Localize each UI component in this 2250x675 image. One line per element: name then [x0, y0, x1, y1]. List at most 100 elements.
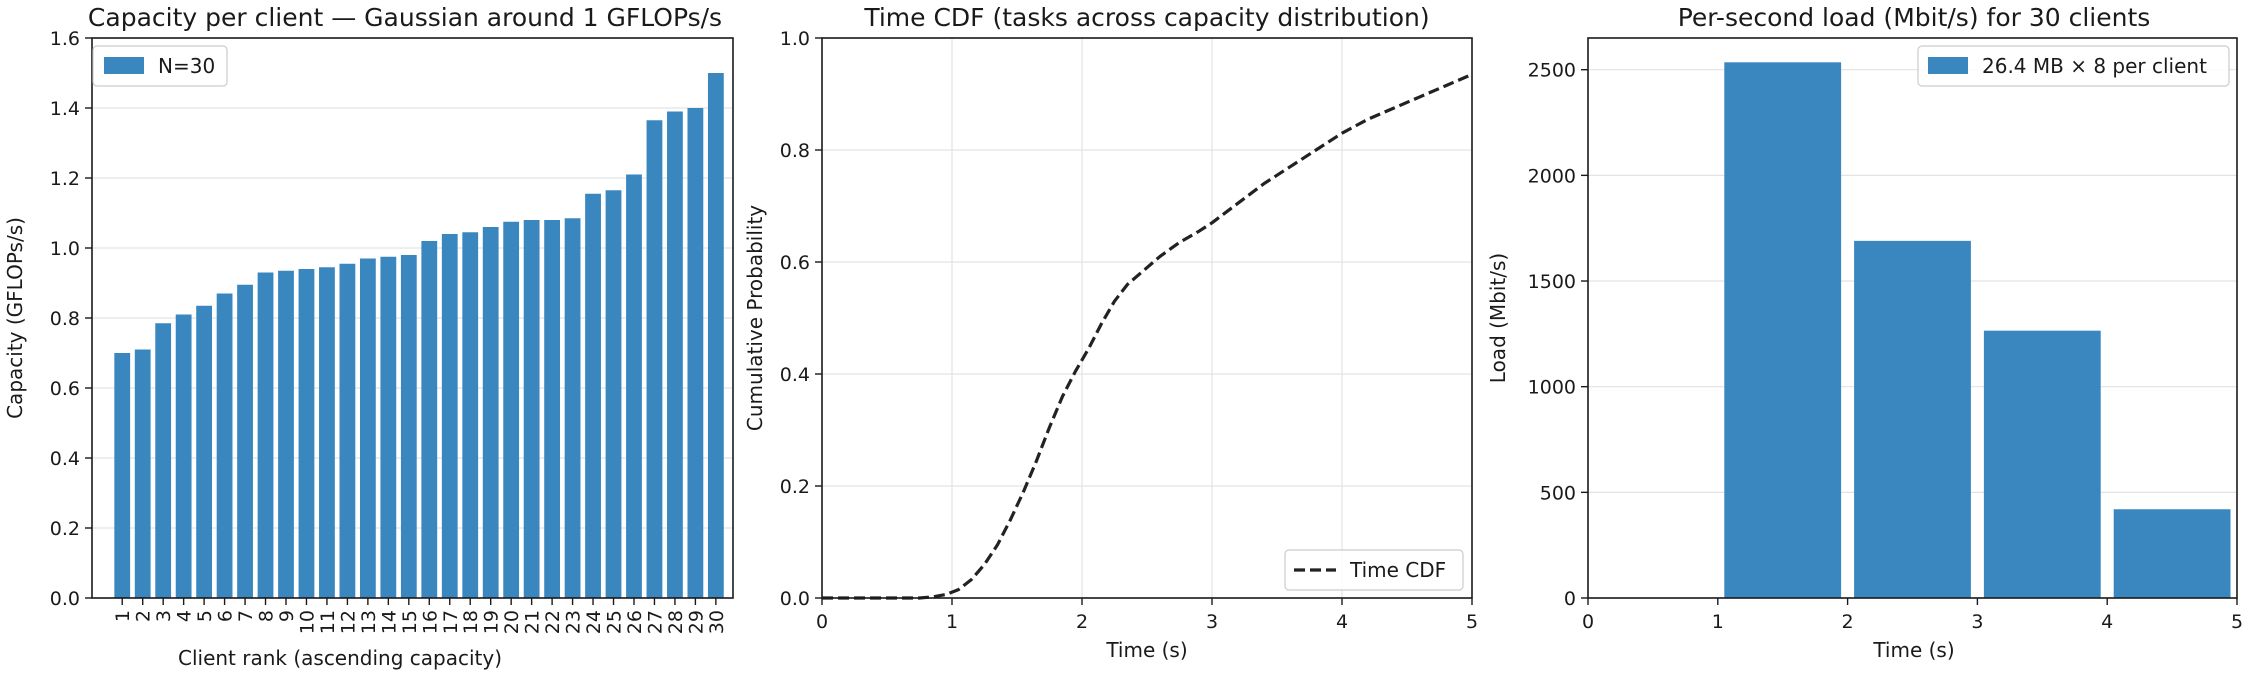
- capacity-chart-ylabel: Capacity (GFLOPs/s): [3, 217, 27, 419]
- capacity-bar: [237, 284, 253, 598]
- capacity-bar: [298, 269, 315, 598]
- capacity-bar: [544, 220, 561, 598]
- capacity-legend: N=30: [92, 45, 228, 87]
- capacity-bar: [441, 234, 458, 598]
- cdf-legend-box: [1284, 549, 1464, 591]
- load-xtick-label: 0: [1582, 611, 1594, 633]
- capacity-legend-box: [92, 45, 228, 87]
- cdf-xtick-label: 5: [1466, 611, 1478, 633]
- capacity-xtick-label: 4: [174, 610, 196, 622]
- capacity-bar: [196, 305, 213, 598]
- capacity-bar: [216, 293, 233, 598]
- capacity-ytick-label: 0.2: [50, 518, 80, 540]
- capacity-bar: [155, 323, 172, 598]
- capacity-xtick-label: 6: [215, 610, 237, 622]
- cdf-ytick-label: 0.6: [780, 252, 810, 274]
- capacity-ytick-label: 0.6: [50, 378, 80, 400]
- capacity-bar: [626, 174, 642, 598]
- load-legend-box: [1917, 45, 2230, 87]
- capacity-ytick-label: 1.6: [50, 28, 80, 50]
- capacity-bar: [359, 258, 376, 598]
- capacity-xtick-label: 15: [399, 610, 421, 634]
- load-ytick-label: 2500: [1528, 60, 1576, 82]
- capacity-ytick-label: 0.4: [50, 448, 80, 470]
- capacity-bar: [462, 232, 479, 598]
- capacity-xtick-label: 26: [624, 610, 646, 634]
- capacity-xtick-label: 17: [440, 610, 462, 634]
- load-xtick-label: 2: [1842, 611, 1854, 633]
- load-legend: 26.4 MB × 8 per client: [1917, 45, 2230, 87]
- load-bar: [2113, 509, 2231, 598]
- time-cdf-chart-title: Time CDF (tasks across capacity distribu…: [863, 3, 1429, 32]
- capacity-bar: [257, 272, 274, 598]
- load-legend-label: 26.4 MB × 8 per client: [1982, 54, 2207, 78]
- capacity-bar: [482, 227, 499, 598]
- cdf-legend-label: Time CDF: [1349, 558, 1446, 582]
- capacity-xtick-label: 23: [563, 610, 585, 634]
- capacity-xtick-label: 16: [419, 610, 441, 634]
- capacity-bar: [175, 314, 192, 598]
- capacity-xtick-label: 13: [358, 610, 380, 634]
- load-chart: Per-second load (Mbit/s) for 30 clients …: [1486, 3, 2243, 662]
- capacity-xtick-label: 14: [378, 610, 400, 634]
- load-chart-ylabel: Load (Mbit/s): [1486, 253, 1510, 383]
- load-bar: [1854, 240, 1971, 598]
- capacity-bar: [421, 241, 438, 598]
- load-chart-title: Per-second load (Mbit/s) for 30 clients: [1678, 3, 2151, 32]
- cdf-xtick-label: 2: [1076, 611, 1088, 633]
- cdf-xtick-label: 0: [816, 611, 828, 633]
- time-cdf-chart: Time CDF (tasks across capacity distribu…: [743, 3, 1478, 662]
- capacity-bar: [319, 267, 335, 598]
- capacity-xtick-label: 18: [460, 610, 482, 634]
- cdf-ytick-label: 0.8: [780, 140, 810, 162]
- load-xtick-label: 3: [1971, 611, 1983, 633]
- capacity-bar: [523, 220, 540, 598]
- capacity-xtick-label: 25: [604, 610, 626, 634]
- capacity-xtick-label: 10: [296, 610, 318, 634]
- capacity-bar: [380, 256, 397, 598]
- capacity-xtick-label: 22: [542, 610, 564, 634]
- capacity-xtick-label: 5: [194, 610, 216, 622]
- capacity-bar: [114, 353, 131, 598]
- load-ytick-label: 0: [1564, 588, 1576, 610]
- load-legend-swatch: [1928, 57, 1968, 74]
- load-chart-xlabel: Time (s): [1872, 638, 1954, 662]
- load-ytick-label: 2000: [1528, 165, 1576, 187]
- load-ytick-label: 500: [1540, 482, 1576, 504]
- cdf-xtick-label: 3: [1206, 611, 1218, 633]
- capacity-bar: [707, 73, 724, 598]
- time-cdf-chart-xlabel: Time (s): [1105, 638, 1187, 662]
- capacity-bar: [134, 349, 151, 598]
- capacity-ytick-label: 1.2: [50, 168, 80, 190]
- capacity-xtick-label: 27: [644, 610, 666, 634]
- cdf-ytick-label: 1.0: [780, 28, 810, 50]
- capacity-bar: [564, 218, 581, 598]
- capacity-xtick-label: 20: [501, 610, 523, 634]
- capacity-xtick-label: 19: [481, 610, 503, 634]
- capacity-xtick-label: 30: [706, 610, 728, 634]
- cdf-xtick-label: 1: [946, 611, 958, 633]
- capacity-chart-xlabel: Client rank (ascending capacity): [178, 646, 502, 670]
- capacity-legend-swatch: [104, 57, 144, 74]
- capacity-bar: [687, 108, 704, 598]
- capacity-xtick-label: 1: [112, 610, 134, 622]
- capacity-legend-label: N=30: [158, 54, 215, 78]
- capacity-bar: [400, 255, 417, 598]
- capacity-xtick-label: 2: [133, 610, 155, 622]
- load-axes-frame: [1587, 37, 2238, 599]
- capacity-xtick-label: 28: [665, 610, 687, 634]
- capacity-bar: [278, 270, 294, 598]
- cdf-xtick-label: 4: [1336, 611, 1348, 633]
- time-cdf-chart-ylabel: Cumulative Probability: [743, 205, 767, 431]
- capacity-bar: [646, 120, 663, 598]
- capacity-chart: Capacity per client — Gaussian around 1 …: [3, 3, 734, 670]
- capacity-xtick-label: 21: [522, 610, 544, 634]
- capacity-bar: [339, 263, 356, 598]
- cdf-ytick-label: 0.0: [780, 588, 810, 610]
- capacity-ytick-label: 0.0: [50, 588, 80, 610]
- capacity-xtick-label: 12: [337, 610, 359, 634]
- load-bar: [1724, 62, 1842, 599]
- capacity-bar: [503, 221, 520, 598]
- cdf-ytick-label: 0.2: [780, 476, 810, 498]
